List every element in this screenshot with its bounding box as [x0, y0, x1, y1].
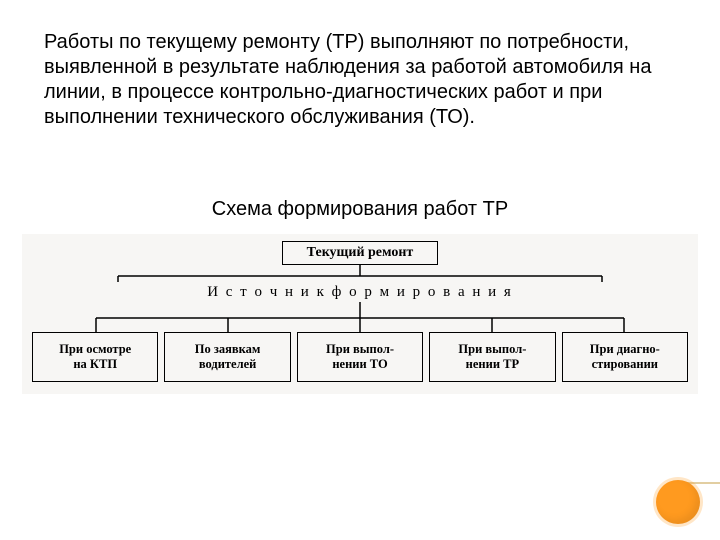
leaf-node: При выпол-нении ТР — [429, 332, 555, 382]
intro-paragraph: Работы по текущему ремонту (ТР) выполняю… — [44, 30, 676, 130]
leaf-row: При осмотрена КТППо заявкамводителейПри … — [32, 332, 688, 382]
leaf-node: При осмотрена КТП — [32, 332, 158, 382]
source-formation-label: И с т о ч н и к ф о р м и р о в а н и я — [22, 284, 698, 301]
root-node: Текущий ремонт — [282, 241, 438, 265]
diagram-subtitle: Схема формирования работ ТР — [0, 198, 720, 221]
leaf-node: По заявкамводителей — [164, 332, 290, 382]
tr-diagram: Текущий ремонт И с т о ч н и к ф о р м и… — [22, 234, 698, 394]
leaf-node: При выпол-нении ТО — [297, 332, 423, 382]
decorative-circle-icon — [656, 480, 700, 524]
leaf-node: При диагно-стировании — [562, 332, 688, 382]
